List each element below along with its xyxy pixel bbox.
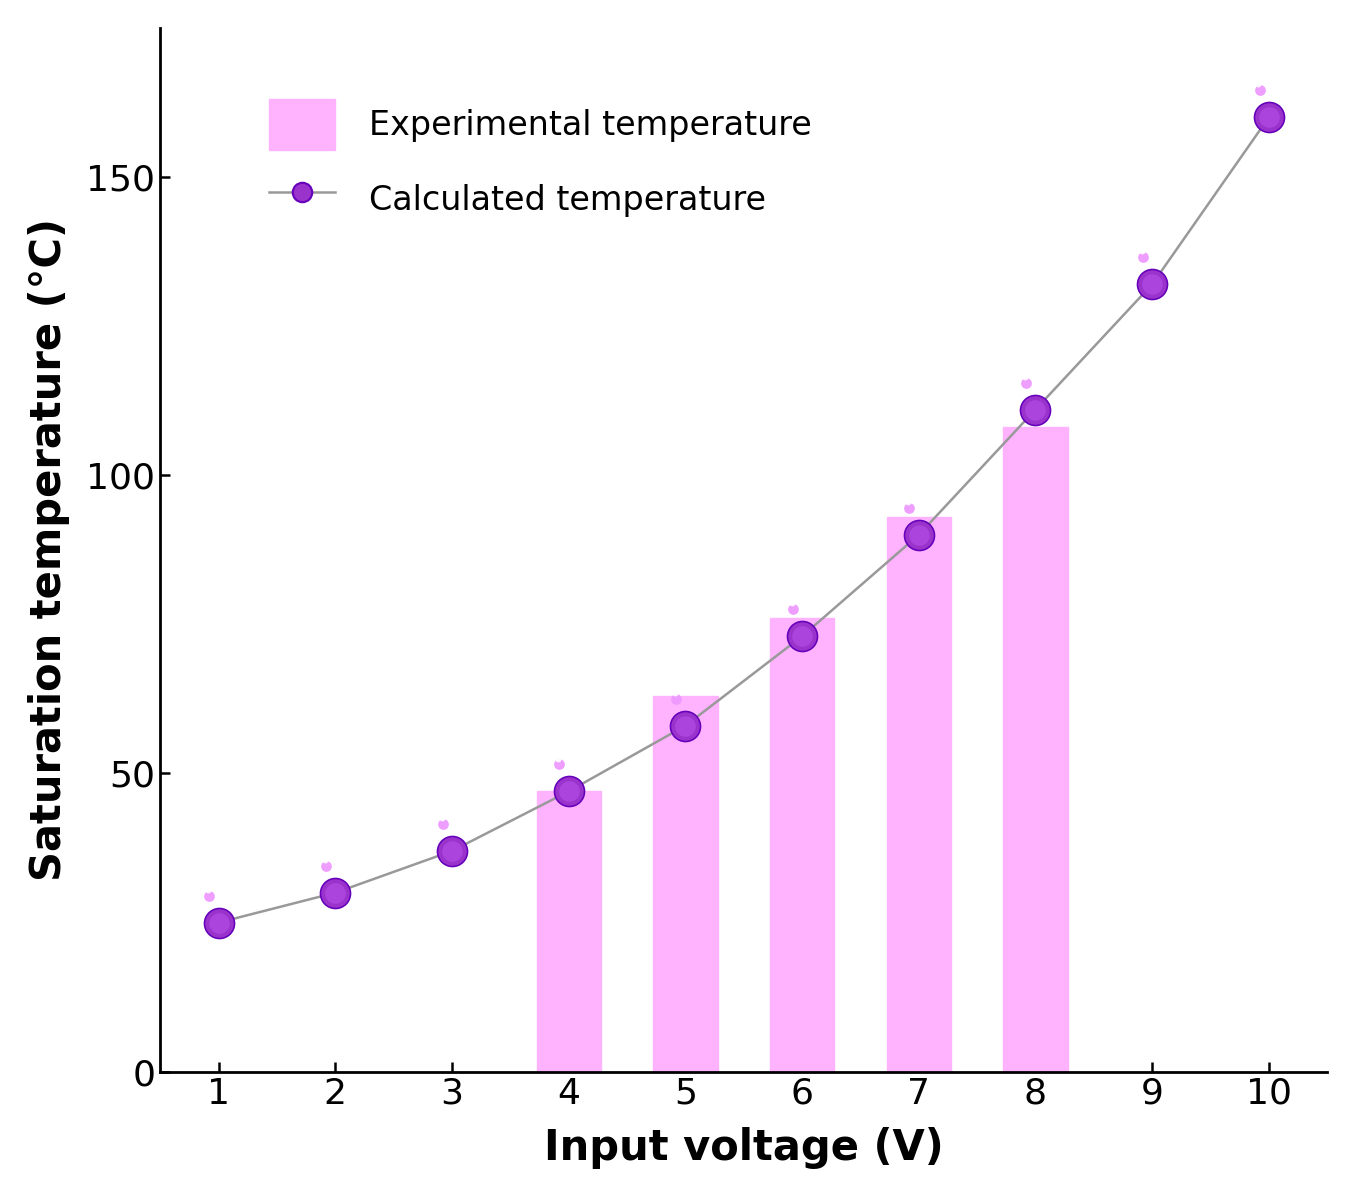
Bar: [653, 695, 718, 1071]
Point: [675, 716, 696, 735]
Point: [547, 749, 569, 768]
Point: [1014, 367, 1035, 387]
Point: [324, 883, 346, 903]
Point: [558, 782, 580, 801]
Point: [1257, 108, 1279, 127]
Point: [898, 498, 920, 517]
Point: [207, 913, 229, 932]
Y-axis label: Saturation temperature (°C): Saturation temperature (°C): [28, 218, 69, 881]
Bar: [886, 517, 951, 1071]
Point: [675, 716, 696, 735]
Point: [675, 716, 696, 735]
Point: [782, 600, 804, 619]
Point: [442, 841, 463, 861]
Bar: [770, 619, 835, 1071]
Point: [558, 782, 580, 801]
Point: [1131, 242, 1153, 261]
Point: [791, 627, 813, 646]
Point: [316, 856, 337, 875]
Bar: [1004, 427, 1068, 1071]
Point: [314, 850, 336, 869]
Point: [908, 525, 930, 545]
Point: [908, 525, 930, 545]
Point: [1248, 75, 1270, 95]
Point: [665, 689, 687, 709]
Point: [1024, 400, 1046, 419]
Point: [198, 886, 220, 905]
Bar: [537, 791, 600, 1071]
Point: [780, 594, 802, 613]
Point: [431, 809, 453, 828]
Point: [549, 755, 570, 774]
Point: [442, 841, 463, 861]
Point: [1141, 274, 1163, 293]
Point: [207, 913, 229, 932]
Point: [1249, 81, 1271, 101]
Point: [324, 883, 346, 903]
X-axis label: Input voltage (V): Input voltage (V): [543, 1128, 943, 1169]
Legend: Experimental temperature, Calculated temperature: Experimental temperature, Calculated tem…: [236, 66, 844, 259]
Point: [1015, 373, 1037, 393]
Point: [897, 492, 919, 511]
Point: [442, 841, 463, 861]
Point: [198, 880, 220, 899]
Point: [664, 683, 686, 703]
Point: [1131, 248, 1153, 267]
Point: [1257, 108, 1279, 127]
Point: [558, 782, 580, 801]
Point: [1257, 108, 1279, 127]
Point: [1141, 274, 1163, 293]
Point: [791, 627, 813, 646]
Point: [324, 883, 346, 903]
Point: [1024, 400, 1046, 419]
Point: [432, 815, 454, 834]
Point: [207, 913, 229, 932]
Point: [908, 525, 930, 545]
Point: [791, 627, 813, 646]
Point: [1024, 400, 1046, 419]
Point: [1141, 274, 1163, 293]
